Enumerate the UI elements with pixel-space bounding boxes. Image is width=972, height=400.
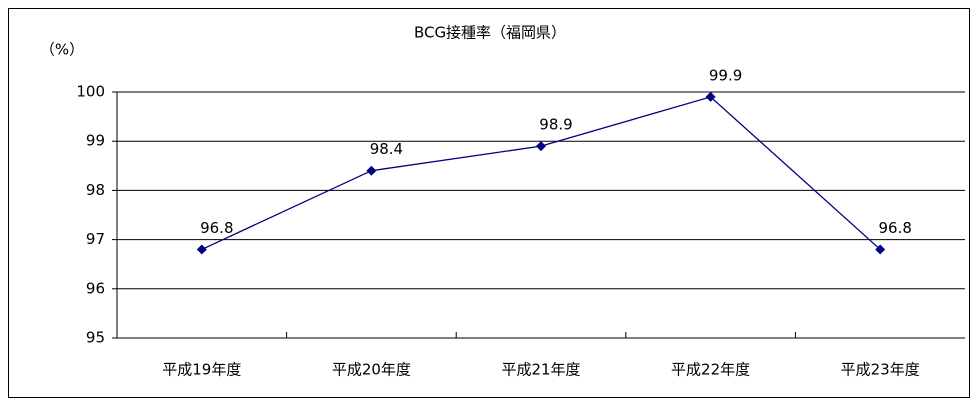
y-tick-label: 99 — [86, 132, 105, 150]
data-label: 99.9 — [709, 66, 742, 84]
x-tick-label: 平成22年度 — [671, 361, 750, 379]
x-tick-label: 平成21年度 — [501, 361, 580, 379]
x-tick-label: 平成23年度 — [841, 361, 920, 379]
y-tick-label: 95 — [86, 329, 105, 347]
data-point — [196, 244, 207, 255]
y-tick-label: 100 — [76, 83, 105, 101]
x-tick-label: 平成20年度 — [332, 361, 411, 379]
data-point — [536, 141, 546, 152]
chart-title: BCG接種率（福岡県） — [414, 24, 566, 42]
y-tick-label: 98 — [86, 181, 105, 199]
data-label: 96.8 — [200, 219, 233, 237]
data-label: 96.8 — [878, 219, 911, 237]
y-tick-label: 97 — [86, 230, 105, 248]
data-point — [705, 91, 716, 102]
y-tick-label: 96 — [86, 279, 105, 297]
chart-border — [8, 8, 970, 398]
x-tick-label: 平成19年度 — [162, 361, 241, 379]
data-point — [366, 165, 377, 176]
y-axis-label: （%） — [40, 41, 84, 59]
data-label: 98.4 — [370, 140, 403, 158]
data-point — [875, 244, 886, 255]
data-label: 98.9 — [539, 116, 572, 134]
